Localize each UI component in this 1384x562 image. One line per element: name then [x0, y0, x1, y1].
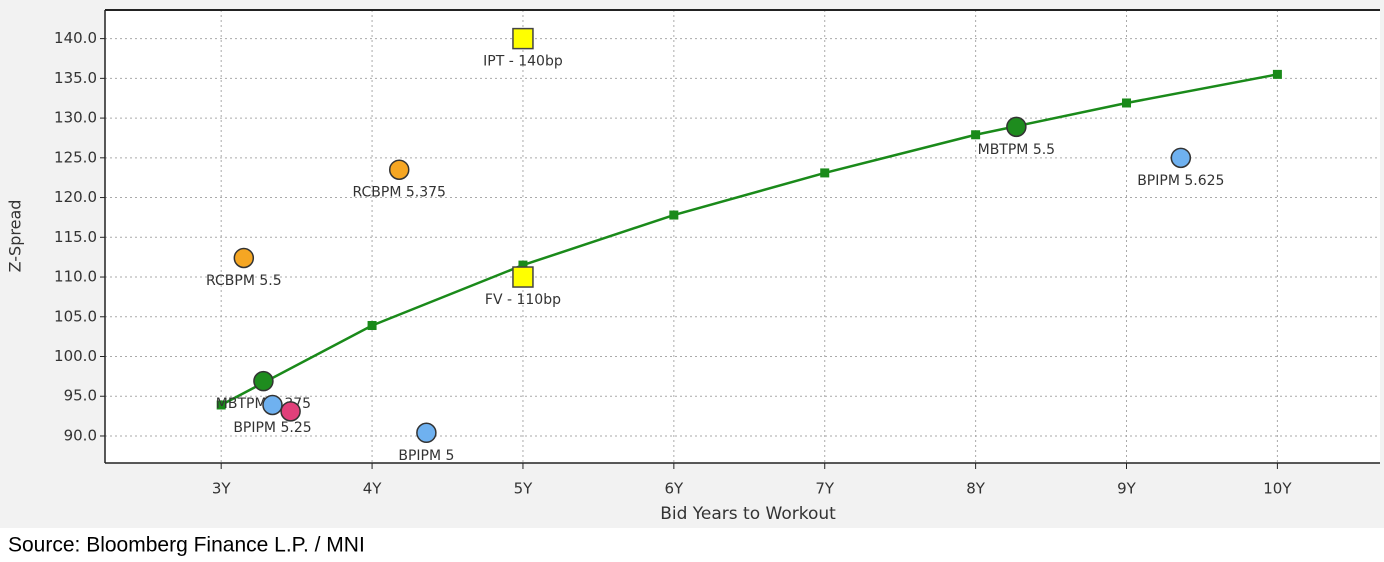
point-marker [1170, 147, 1192, 169]
point-marker [233, 247, 255, 269]
y-tick-label: 130.0 [54, 109, 97, 127]
curve-marker [367, 321, 377, 331]
curve-marker [216, 400, 226, 410]
x-tick-label: 4Y [363, 480, 383, 498]
curve-marker [669, 210, 679, 220]
x-tick-label: 5Y [514, 480, 534, 498]
point-label: BPIPM 5 [398, 448, 454, 464]
point-marker [1006, 116, 1027, 138]
y-tick-label: 95.0 [64, 387, 97, 405]
source-note: Source: Bloomberg Finance L.P. / MNI [8, 534, 365, 557]
y-axis-title: Z-Spread [6, 200, 25, 273]
y-tick-label: 90.0 [64, 426, 97, 444]
x-tick-label: 10Y [1263, 480, 1292, 498]
y-tick-label: 100.0 [54, 347, 97, 365]
point-marker [280, 401, 301, 422]
point-marker [512, 266, 534, 288]
x-axis-title: Bid Years to Workout [660, 504, 836, 524]
plot-area [105, 10, 1380, 463]
curve-marker [518, 260, 528, 270]
curve-marker [971, 130, 981, 140]
point-marker [416, 422, 437, 444]
point-marker [253, 370, 274, 392]
y-tick-label: 110.0 [54, 268, 97, 286]
y-tick-label: 105.0 [54, 307, 97, 325]
y-tick-label: 140.0 [54, 29, 97, 47]
y-tick-label: 120.0 [54, 188, 97, 206]
x-tick-label: 8Y [966, 480, 986, 498]
point-label: BPIPM 5.625 [1137, 173, 1224, 189]
point-marker [388, 159, 410, 180]
curve-marker [820, 168, 830, 178]
x-tick-label: 3Y [212, 480, 232, 498]
point-marker [262, 394, 283, 416]
x-tick-label: 7Y [815, 480, 835, 498]
point-label: FV - 110bp [485, 292, 561, 308]
y-tick-label: 125.0 [54, 148, 97, 166]
x-tick-label: 9Y [1117, 480, 1137, 498]
grid [105, 10, 1380, 463]
y-tick-label: 115.0 [54, 228, 97, 246]
point-label: MBTPM 5.5 [978, 142, 1055, 158]
point-marker [512, 27, 534, 50]
x-tick-label: 6Y [664, 480, 684, 498]
point-label: BPIPM 5.25 [233, 420, 311, 436]
point-label: IPT - 140bp [483, 54, 563, 70]
curve-marker [1122, 98, 1132, 108]
curve-marker [1272, 69, 1282, 79]
point-label: RCBPM 5.375 [352, 185, 445, 201]
point-label: RCBPM 5.5 [206, 273, 282, 289]
y-tick-label: 135.0 [54, 69, 97, 87]
curve-line [220, 73, 1278, 407]
